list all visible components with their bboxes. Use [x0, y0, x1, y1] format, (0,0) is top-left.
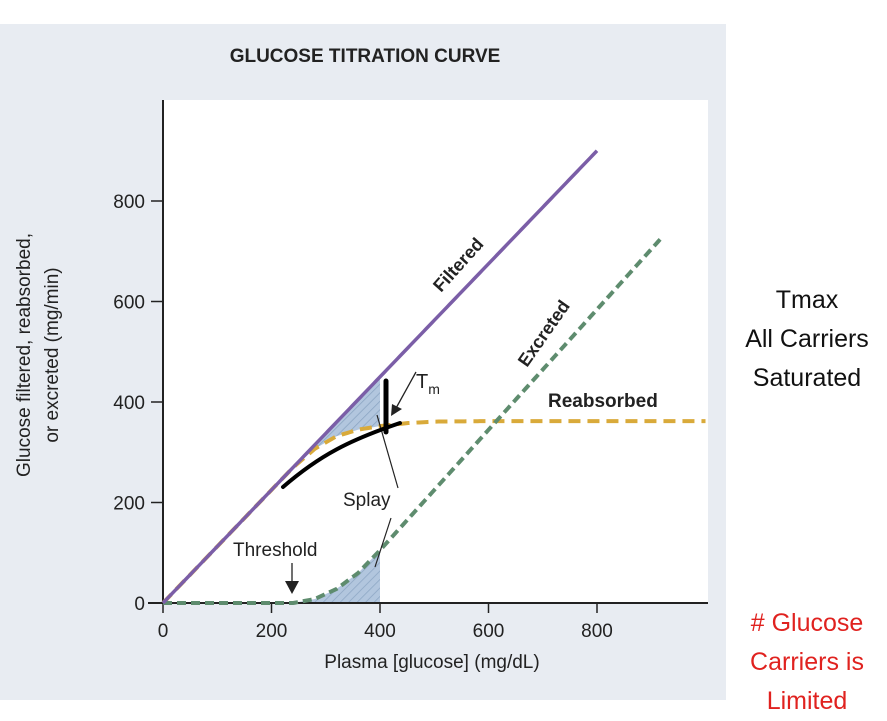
- carriers-limited-note: # Glucose Carriers is Limited: [724, 604, 887, 721]
- limited-note-line: Limited: [766, 687, 848, 715]
- plot-area: [163, 100, 708, 603]
- splay-shading-lower: [293, 550, 380, 603]
- y-tick-label: 400: [113, 393, 145, 414]
- chart-title: GLUCOSE TITRATION CURVE: [230, 46, 501, 67]
- splay-pointer-upper: [376, 414, 399, 489]
- limited-note-line: Carriers is: [750, 648, 864, 676]
- x-axis-label: Plasma [glucose] (mg/dL): [324, 652, 539, 673]
- splay-label: Splay: [343, 490, 391, 511]
- series-label-reabsorbed: Reabsorbed: [548, 391, 658, 412]
- threshold-label: Threshold: [233, 540, 318, 561]
- tm-label: Tm: [416, 371, 440, 397]
- threshold-arrowhead: [285, 581, 299, 594]
- y-axis-label-line2: or excreted (mg/min): [42, 267, 63, 442]
- series-filtered-line: [161, 149, 599, 605]
- x-tick-label: 600: [473, 621, 505, 642]
- x-tick-label: 200: [256, 621, 288, 642]
- splay-pointer-lower: [374, 517, 392, 568]
- y-tick-label: 0: [134, 594, 145, 615]
- series-reabsorbed-line: [161, 419, 706, 605]
- limited-note-line: # Glucose: [750, 609, 864, 637]
- y-axis-label-line1: Glucose filtered, reabsorbed,: [14, 233, 35, 477]
- titration-chart: 0 200 400 600 800 0 200 400 600 800 GLUCOSE TITRA…: [14, 46, 708, 673]
- series-excreted-line: [163, 235, 664, 605]
- tmax-note: Tmax All Carriers Saturated: [724, 281, 887, 398]
- y-tick-label: 800: [113, 192, 145, 213]
- tmax-note-line: Tmax: [775, 286, 839, 314]
- x-tick-label: 800: [581, 621, 613, 642]
- tmax-note-line: All Carriers: [745, 325, 869, 353]
- y-tick-label: 200: [113, 494, 145, 515]
- tm-pointer: [394, 371, 417, 411]
- x-tick-label: 400: [364, 621, 396, 642]
- tmax-note-line: Saturated: [752, 364, 862, 392]
- x-tick-label: 0: [158, 621, 169, 642]
- y-tick-label: 600: [113, 293, 145, 314]
- tm-arrowhead: [391, 404, 402, 416]
